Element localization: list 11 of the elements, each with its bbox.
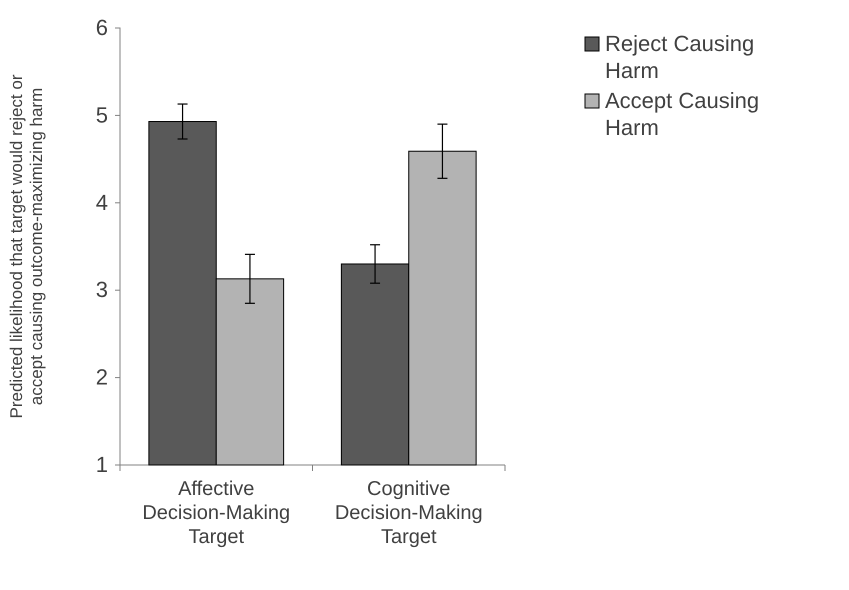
x-tick-label: Affective Decision-Making Target	[142, 478, 290, 548]
y-tick-label: 6	[96, 15, 108, 40]
legend-label: Accept Causing Harm	[605, 88, 760, 140]
y-tick-label: 5	[96, 102, 108, 128]
legend-label: Reject Causing Harm	[605, 31, 754, 83]
y-tick-label: 2	[96, 364, 108, 390]
y-axis-title: Predicted likelihood that target would reject or accept causing outcome-maximizing harm	[7, 74, 46, 418]
y-tick-label: 1	[96, 452, 108, 478]
y-tick-label: 3	[96, 277, 108, 302]
y-tick-label: 4	[96, 190, 108, 215]
x-tick-label: Cognitive Decision-Making Target	[334, 478, 483, 548]
